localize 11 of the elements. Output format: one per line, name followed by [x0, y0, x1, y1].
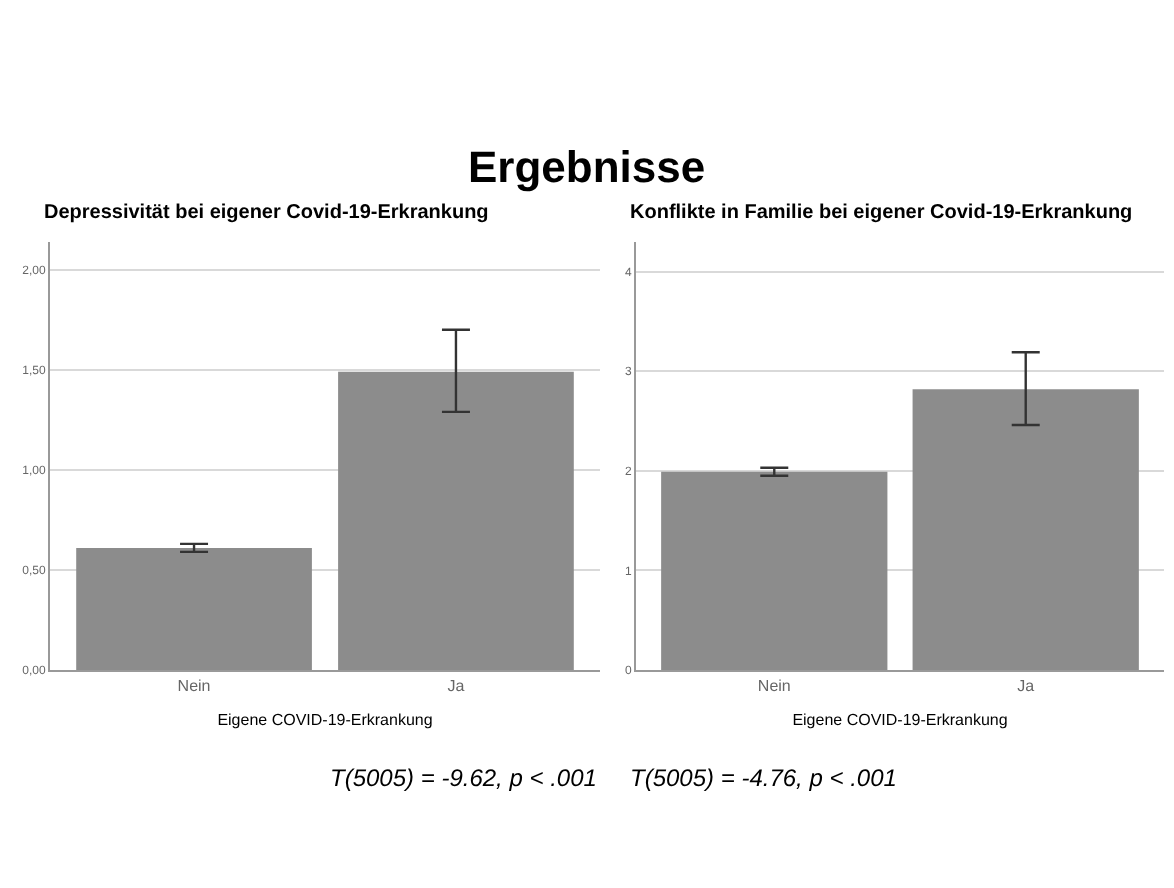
text: Ergebnisse: [468, 142, 706, 192]
x-axis-title: Eigene COVID-19-Erkrankung: [792, 711, 1008, 730]
text: T(5005) = -9.62, p < .001: [330, 764, 597, 792]
x-tick-label: Nein: [177, 677, 211, 696]
x-axis-title: Eigene COVID-19-Erkrankung: [217, 711, 433, 730]
chart-title: Depressivität bei eigener Covid-19-Erkrankung: [44, 202, 489, 224]
x-tick-label: Ja: [447, 677, 466, 696]
chart-title: Konflikte in Familie bei eigener Covid-19-Erkrankung: [630, 202, 1133, 224]
x-tick-label: Nein: [757, 677, 791, 696]
x-tick-label: Ja: [1017, 677, 1036, 696]
text: T(5005) = -4.76, p < .001: [630, 764, 897, 792]
